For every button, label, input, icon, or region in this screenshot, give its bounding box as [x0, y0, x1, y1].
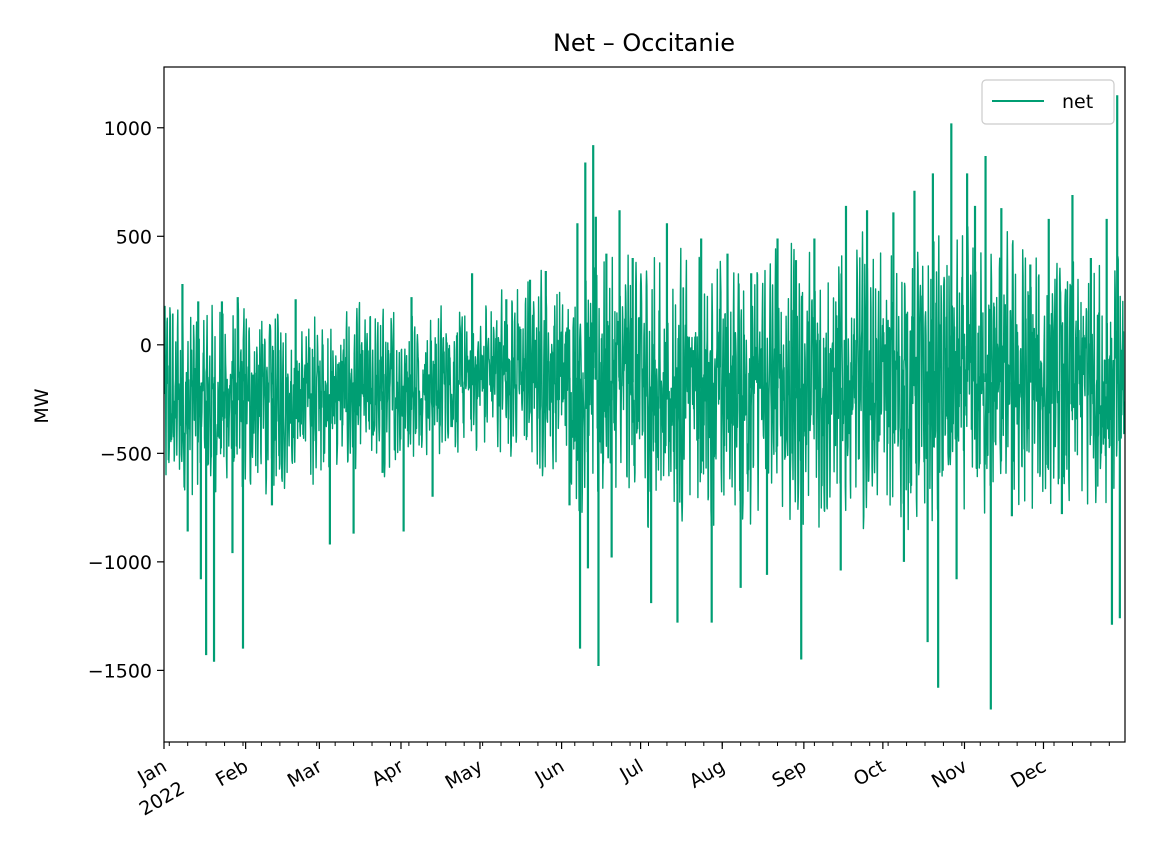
plot-frame	[163, 66, 1126, 743]
chart-title: Net – Occitanie	[553, 29, 735, 57]
series-peaks	[181, 95, 1121, 710]
y-tick-label: −1000	[88, 552, 152, 574]
series-line-net	[164, 226, 1125, 531]
x-tick-label: Oct	[850, 755, 889, 790]
x-tick-label: Dec	[1007, 755, 1050, 792]
legend: net	[981, 79, 1115, 125]
x-tick-label: Nov	[928, 755, 971, 793]
x-tick-label: Sep	[768, 755, 810, 792]
x-tick-label: Jul	[615, 755, 647, 786]
x-tick-label: Mar	[284, 755, 326, 792]
x-tick-label: Feb	[212, 755, 252, 791]
legend-label-net: net	[1062, 91, 1093, 113]
y-tick-label: −1500	[88, 660, 152, 682]
y-tick-label: 0	[140, 335, 152, 357]
y-tick-label: 500	[116, 226, 152, 248]
y-tick-label: −500	[100, 443, 152, 465]
legend-box	[981, 79, 1115, 125]
y-axis: 1000 500 0 −500 −1000 −1500	[88, 118, 164, 682]
x-tick-label: Aug	[686, 755, 729, 793]
y-axis-label: MW	[31, 388, 53, 423]
x-tick-label: May	[441, 755, 486, 794]
x-tick-label: Jun	[531, 755, 569, 789]
x-tick-label: Apr	[368, 755, 408, 791]
y-tick-label: 1000	[104, 118, 152, 140]
